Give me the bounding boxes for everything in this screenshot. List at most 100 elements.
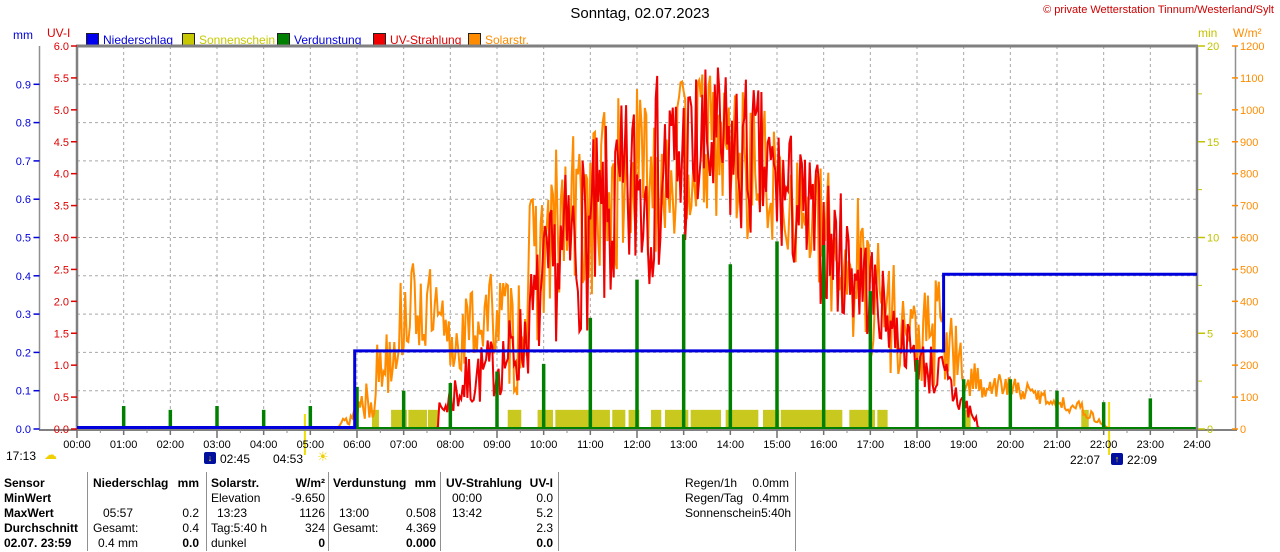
sunshine-bar — [507, 409, 522, 427]
sunshine-bar — [780, 409, 843, 427]
col-header-verdunstung: Verdunstung mm — [333, 476, 436, 490]
x-tick-label: 06:00 — [343, 439, 371, 451]
uvi-tick-label: 4.0 — [54, 169, 69, 181]
mm-tick-label: 0.3 — [16, 309, 31, 321]
wm2-tick-label: 600 — [1240, 233, 1258, 245]
sunshine-bar — [1081, 409, 1089, 427]
x-tick-label: 15:00 — [763, 439, 791, 451]
wm2-tick-label: 500 — [1240, 264, 1258, 276]
x-tick-label: 04:00 — [250, 439, 278, 451]
uvi-tick-label: 5.5 — [54, 73, 69, 85]
page-title: Sonntag, 02.07.2023 — [570, 5, 710, 22]
wm2-tick-label: 200 — [1240, 360, 1258, 372]
table-divider — [328, 472, 329, 551]
wm2-tick-label: 100 — [1240, 392, 1258, 404]
mm-axis-unit-label: mm — [13, 28, 33, 42]
mm-tick-label: 0.8 — [16, 118, 31, 130]
x-tick-label: 17:00 — [857, 439, 885, 451]
wm2-tick-label: 1200 — [1240, 41, 1264, 53]
wm2-tick-label: 700 — [1240, 201, 1258, 213]
table-cell: 13:42 5.2 — [452, 506, 553, 520]
x-tick-label: 19:00 — [950, 439, 978, 451]
mm-tick-label: 0.9 — [16, 79, 31, 91]
station-time: 17:13 — [6, 449, 37, 463]
wm2-tick-label: 800 — [1240, 169, 1258, 181]
table-cell: 05:57 0.2 — [103, 506, 199, 520]
table-divider — [87, 472, 88, 551]
x-tick-label: 20:00 — [997, 439, 1025, 451]
table-cell: 0.4 mm 0.0 — [98, 536, 199, 550]
min-tick-label: 15 — [1207, 137, 1219, 149]
sunshine-bar — [612, 409, 626, 427]
mm-tick-label: 0.7 — [16, 156, 31, 168]
table-cell: 0.0 — [536, 536, 553, 550]
x-tick-label: 02:00 — [157, 439, 185, 451]
uvi-tick-label: 6.0 — [54, 41, 69, 53]
uvi-tick-label: 0.5 — [54, 392, 69, 404]
uvi-tick-label: 3.0 — [54, 233, 69, 245]
x-tick-label: 08:00 — [437, 439, 465, 451]
sunshine-bar — [877, 409, 888, 427]
row-label-timestamp: 02.07. 23:59 — [4, 536, 72, 550]
x-tick-label: 03:00 — [203, 439, 231, 451]
table-cell: 0.000 — [405, 536, 436, 550]
sunshine-bar — [651, 409, 662, 427]
x-tick-label: 01:00 — [110, 439, 138, 451]
moonset-icon: ↓ — [204, 452, 216, 464]
min-tick-label: 5 — [1207, 328, 1213, 340]
col-header-uv-strahlung: UV-Strahlung UV-I — [446, 476, 553, 490]
table-cell: 2.3 — [536, 521, 553, 535]
sunshine-bar — [628, 409, 640, 427]
table-cell: Tag:5:40 h 324 — [211, 521, 325, 535]
x-tick-label: 16:00 — [810, 439, 838, 451]
uvi-tick-label: 4.5 — [54, 137, 69, 149]
x-tick-label: 13:00 — [670, 439, 698, 451]
table-corner-label: Sensor — [4, 476, 45, 490]
sunset-time: 22:07 — [1070, 453, 1101, 467]
sunrise-time: 04:53 — [273, 452, 304, 466]
x-tick-label: 22:00 — [1090, 439, 1118, 451]
legend-item-uv-strahlung: UV-Strahlung — [373, 31, 461, 47]
table-divider — [206, 472, 207, 551]
table-cell: Elevation -9.650 — [211, 491, 325, 505]
table-divider — [795, 472, 796, 551]
mm-tick-label: 0.1 — [16, 386, 31, 398]
table-divider — [440, 472, 441, 551]
table-cell: dunkel 0 — [211, 536, 325, 550]
sunshine-bar — [408, 409, 427, 427]
uvi-tick-label: 2.5 — [54, 264, 69, 276]
table-cell: Gesamt: 0.4 — [93, 521, 199, 535]
x-tick-label: 14:00 — [717, 439, 745, 451]
x-tick-label: 11:00 — [577, 439, 604, 451]
row-label-maxwert: MaxWert — [4, 506, 54, 520]
mm-tick-label: 0.6 — [16, 194, 31, 206]
niederschlag-series-line — [77, 272, 1197, 429]
wm2-axis-unit-label: W/m² — [1233, 26, 1262, 40]
uvi-tick-label: 3.5 — [54, 201, 69, 213]
uvi-tick-label: 5.0 — [54, 105, 69, 117]
moonset-time: 02:45 — [220, 452, 251, 466]
uvi-tick-label: 1.5 — [54, 328, 69, 340]
copyright-notice: © private Wetterstation Tinnum/Westerlan… — [1043, 4, 1274, 16]
summary-sonnenschein: Sonnenschein 5:40h — [685, 506, 792, 520]
wm2-tick-label: 400 — [1240, 296, 1258, 308]
col-header-niederschlag: Niederschlag mm — [93, 476, 199, 490]
x-tick-label: 00:00 — [63, 439, 91, 451]
min-axis-unit-label: min — [1198, 26, 1218, 40]
x-tick-label: 18:00 — [903, 439, 931, 451]
legend-item-niederschlag: Niederschlag — [86, 31, 173, 47]
uvi-tick-label: 0.0 — [54, 424, 69, 436]
sunshine-bar — [965, 409, 971, 427]
moonrise-icon: ↑ — [1111, 453, 1123, 465]
uvi-axis-unit-label: UV-I — [47, 26, 71, 40]
row-label-durchschnitt: Durchschnitt — [4, 521, 79, 535]
min-tick-label: 20 — [1207, 41, 1219, 53]
wm2-tick-label: 0 — [1240, 424, 1246, 436]
mm-tick-label: 0.5 — [16, 233, 31, 245]
sunshine-bar — [725, 409, 759, 427]
x-tick-label: 05:00 — [297, 439, 325, 451]
x-tick-label: 10:00 — [530, 439, 558, 451]
summary-regen-1h: Regen/1h 0.0mm — [685, 476, 789, 490]
x-tick-label: 12:00 — [623, 439, 651, 451]
